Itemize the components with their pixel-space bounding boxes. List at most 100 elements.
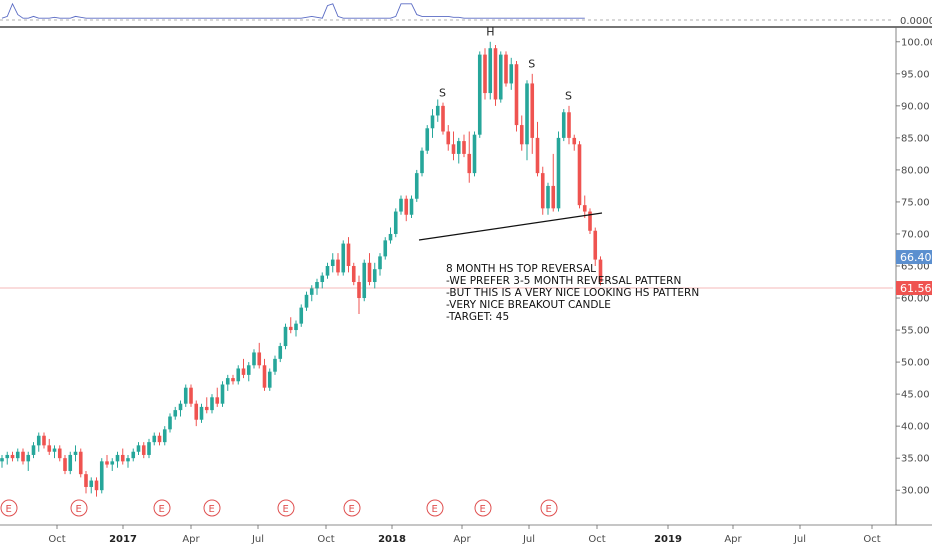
candle-body [10, 454, 15, 459]
candle-body [273, 358, 277, 372]
time-tick-label: 2018 [378, 534, 406, 545]
candle-body [582, 205, 587, 212]
candle-body [588, 211, 592, 231]
time-tick-label: Jul [251, 534, 264, 545]
candle-body [341, 243, 346, 273]
candle-body [84, 474, 88, 487]
candle-body [320, 275, 325, 283]
price-tick-label: 95.00 [901, 69, 930, 80]
price-tick-label: 90.00 [901, 101, 930, 112]
candle-body [467, 153, 472, 174]
candle-body [47, 445, 52, 452]
earnings-marker[interactable] [540, 499, 558, 517]
price-tick-label: 55.00 [901, 326, 930, 337]
candle-body [393, 211, 398, 234]
candle-body [152, 435, 157, 443]
price-tick-label: 40.00 [901, 422, 930, 433]
candle-body [168, 416, 172, 430]
candle-body [26, 454, 31, 462]
candle-body [246, 365, 251, 375]
candle-body [535, 137, 540, 174]
earnings-marker[interactable] [426, 499, 444, 517]
candle-body [556, 137, 561, 209]
candle-body [336, 259, 340, 273]
candle-body [414, 173, 419, 199]
earnings-marker[interactable] [0, 499, 18, 517]
earnings-marker[interactable] [70, 499, 88, 517]
candle-body [0, 458, 4, 462]
annotation-line: -VERY NICE BREAKOUT CANDLE [446, 299, 611, 311]
candle-body [572, 137, 577, 145]
price-tick-label: 45.00 [901, 390, 930, 401]
candle-body [309, 288, 314, 295]
earnings-marker-label: E [159, 504, 165, 515]
candle-body [509, 64, 514, 84]
annotation-line: -TARGET: 45 [446, 311, 509, 323]
time-tick-label: 2019 [654, 534, 682, 545]
candle-body [304, 294, 309, 308]
candle-body [89, 480, 94, 487]
earnings-marker-label: E [546, 504, 552, 515]
candle-body [546, 185, 550, 209]
indicator-value-label: 0.0000 [900, 16, 932, 27]
earnings-marker[interactable] [153, 499, 171, 517]
earnings-marker-label: E [209, 504, 215, 515]
last-price-label: 66.40 [900, 251, 932, 264]
candle-body [288, 326, 293, 331]
candle-body [162, 429, 167, 443]
annotation-line: -BUT THIS IS A VERY NICE LOOKING HS PATT… [446, 287, 699, 299]
candle-body [598, 259, 603, 283]
candle-body [110, 461, 115, 465]
current-price-label: 61.56 [900, 282, 932, 295]
candle-body [120, 454, 125, 462]
earnings-marker[interactable] [203, 499, 221, 517]
candle-body [199, 406, 204, 420]
candle-body [561, 112, 566, 138]
candle-body [21, 451, 25, 462]
candle-body [78, 451, 83, 475]
candle-body [357, 282, 361, 299]
candle-body [73, 451, 78, 455]
candle-body [462, 141, 466, 154]
time-tick-label: Oct [863, 534, 880, 545]
candle-body [278, 346, 283, 359]
candle-body [231, 378, 235, 382]
earnings-marker[interactable] [474, 499, 492, 517]
price-tick-label: 85.00 [901, 133, 930, 144]
candle-body [267, 371, 272, 388]
candle-body [399, 198, 403, 212]
price-tick-label: 100.00 [901, 37, 932, 48]
candle-body [99, 461, 104, 491]
candle-body [525, 83, 529, 145]
earnings-marker-label: E [76, 504, 82, 515]
annotation-line: 8 MONTH HS TOP REVERSAL [446, 263, 596, 275]
time-tick-label: Apr [724, 534, 742, 545]
candle-body [315, 282, 319, 289]
earnings-marker[interactable] [343, 499, 361, 517]
candle-body [189, 387, 193, 404]
candle-body [493, 48, 498, 100]
candle-body [362, 262, 367, 299]
candle-body [325, 265, 330, 276]
candle-body [430, 115, 435, 129]
candle-body [567, 112, 571, 138]
candle-body [63, 458, 67, 471]
candle-body [5, 454, 10, 459]
candle-body [488, 48, 493, 94]
candle-body [299, 307, 304, 324]
neckline [418, 212, 603, 241]
pattern-label: S [439, 86, 446, 99]
candle-body [105, 461, 109, 465]
candle-body [215, 397, 220, 404]
earnings-marker-label: E [349, 504, 355, 515]
candle-body [372, 269, 377, 283]
candle-body [115, 454, 120, 462]
candle-body [551, 185, 556, 209]
candle-body [367, 262, 372, 283]
candle-body [388, 233, 393, 241]
candle-body [42, 435, 46, 446]
earnings-marker[interactable] [277, 499, 295, 517]
candle-body [456, 141, 461, 154]
